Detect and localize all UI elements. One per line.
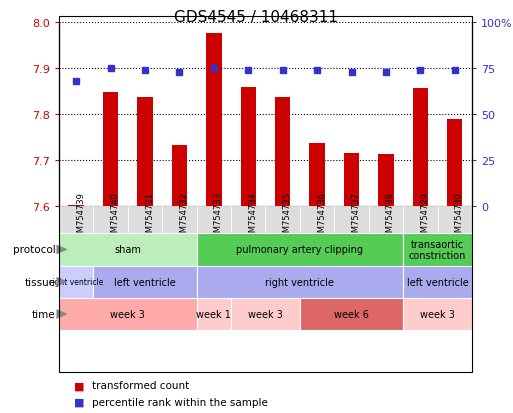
Text: right ventricle: right ventricle xyxy=(49,278,104,287)
Text: GSM754731: GSM754731 xyxy=(145,192,154,242)
Text: ■: ■ xyxy=(74,380,85,390)
Polygon shape xyxy=(56,309,68,319)
Bar xyxy=(241,88,256,207)
Bar xyxy=(403,234,472,266)
Bar xyxy=(231,207,266,275)
Bar xyxy=(196,234,403,266)
Bar xyxy=(59,207,93,275)
Text: transaortic
constriction: transaortic constriction xyxy=(409,239,466,261)
Bar xyxy=(378,154,393,207)
Bar xyxy=(59,298,196,330)
Bar xyxy=(93,266,196,298)
Bar xyxy=(403,266,472,298)
Text: GSM754732: GSM754732 xyxy=(180,192,188,242)
Text: pulmonary artery clipping: pulmonary artery clipping xyxy=(236,245,363,255)
Text: GSM754734: GSM754734 xyxy=(248,192,258,242)
Text: GSM754733: GSM754733 xyxy=(214,192,223,242)
Text: week 3: week 3 xyxy=(110,309,145,319)
Text: sham: sham xyxy=(114,245,141,255)
Bar xyxy=(103,93,119,207)
Text: week 3: week 3 xyxy=(248,309,283,319)
Text: transformed count: transformed count xyxy=(92,380,190,390)
Bar xyxy=(196,298,231,330)
Text: GSM754738: GSM754738 xyxy=(386,192,395,242)
Polygon shape xyxy=(56,245,68,255)
Text: GSM754737: GSM754737 xyxy=(351,192,361,242)
Bar xyxy=(196,207,231,275)
Text: GSM754730: GSM754730 xyxy=(455,192,464,242)
Bar xyxy=(403,207,438,275)
Text: GSM754736: GSM754736 xyxy=(317,192,326,242)
Bar xyxy=(162,207,196,275)
Text: ■: ■ xyxy=(74,397,85,407)
Bar xyxy=(300,298,403,330)
Bar xyxy=(231,298,300,330)
Text: week 6: week 6 xyxy=(334,309,369,319)
Text: GSM754735: GSM754735 xyxy=(283,192,292,242)
Text: left ventricle: left ventricle xyxy=(114,277,176,287)
Bar xyxy=(172,146,187,207)
Bar xyxy=(128,207,162,275)
Bar xyxy=(68,205,84,207)
Text: time: time xyxy=(32,309,55,319)
Text: GSM754739: GSM754739 xyxy=(76,192,85,242)
Bar xyxy=(275,97,290,207)
Bar xyxy=(309,144,325,207)
Bar xyxy=(206,34,222,207)
Bar xyxy=(447,119,463,207)
Text: GSM754740: GSM754740 xyxy=(111,192,120,242)
Bar xyxy=(300,207,334,275)
Text: week 1: week 1 xyxy=(196,309,231,319)
Polygon shape xyxy=(56,277,68,287)
Bar xyxy=(196,266,403,298)
Bar xyxy=(59,266,93,298)
Bar xyxy=(403,298,472,330)
Text: GSM754729: GSM754729 xyxy=(420,192,429,242)
Text: left ventricle: left ventricle xyxy=(407,277,468,287)
Bar xyxy=(265,207,300,275)
Text: percentile rank within the sample: percentile rank within the sample xyxy=(92,397,268,407)
Text: protocol: protocol xyxy=(13,245,55,255)
Text: week 3: week 3 xyxy=(420,309,455,319)
Bar xyxy=(412,89,428,207)
Text: GDS4545 / 10468311: GDS4545 / 10468311 xyxy=(174,10,339,25)
Text: right ventricle: right ventricle xyxy=(265,277,334,287)
Bar xyxy=(137,98,153,207)
Bar xyxy=(344,154,359,207)
Text: tissue: tissue xyxy=(24,277,55,287)
Bar xyxy=(93,207,128,275)
Bar xyxy=(369,207,403,275)
Bar xyxy=(438,207,472,275)
Bar xyxy=(334,207,369,275)
Bar xyxy=(59,234,196,266)
